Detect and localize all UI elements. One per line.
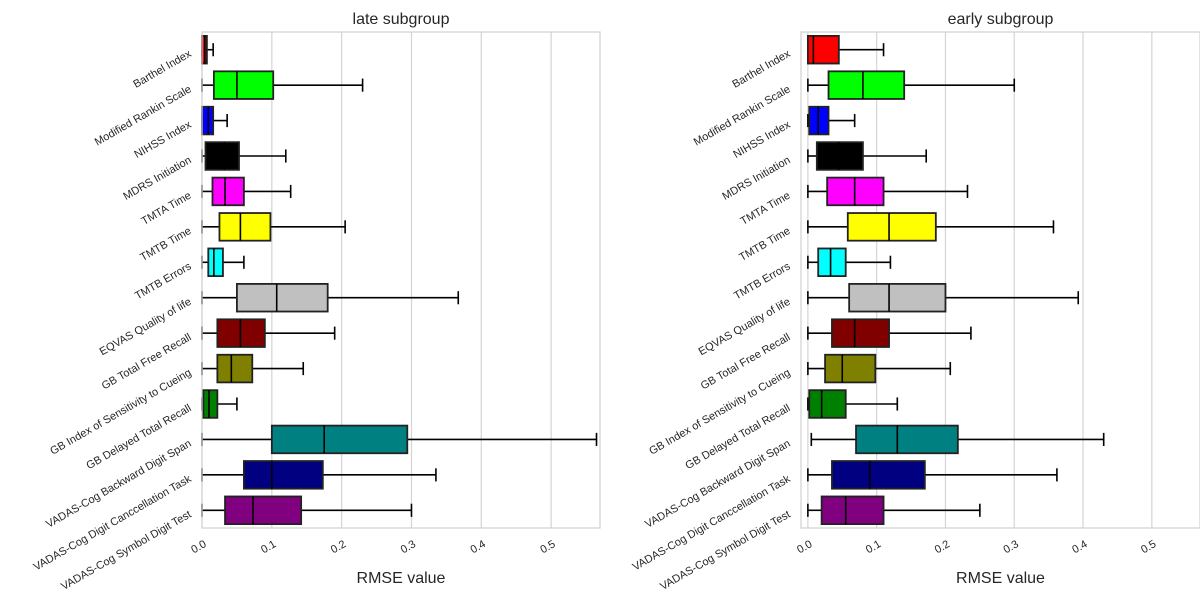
box-4 [807, 176, 969, 207]
box-rect [827, 70, 906, 100]
x-tick-label: 0.3 [399, 538, 418, 556]
x-tick-label: 0.0 [189, 538, 208, 556]
box-12 [807, 460, 1058, 490]
y-tick-label: TMTA Time [140, 190, 194, 228]
box-8 [807, 318, 972, 348]
box-rect [212, 70, 275, 100]
box-11 [810, 424, 1105, 455]
box-rect [211, 176, 245, 207]
box-rect [202, 389, 219, 419]
y-tick-label: TMTB Errors [133, 260, 194, 302]
y-tick-label: TMTA Time [739, 190, 793, 228]
box-3 [807, 141, 928, 171]
x-axis-label: RMSE value [956, 570, 1045, 587]
box-8 [201, 318, 336, 348]
box-rect [242, 460, 324, 490]
box-10 [201, 389, 238, 419]
box-rect [808, 389, 847, 419]
box-9 [201, 353, 305, 384]
box-10 [807, 389, 899, 419]
x-tick-label: 0.2 [329, 538, 348, 556]
box-5 [201, 212, 346, 242]
box-2 [807, 105, 856, 136]
y-tick-label: NIHSS Index [132, 119, 193, 161]
x-tick-label: 0.4 [1070, 538, 1089, 556]
x-tick-label: 0.1 [259, 538, 278, 556]
box-rect [224, 495, 303, 526]
chart-title: late subgroup [353, 11, 450, 28]
box-7 [807, 282, 1080, 313]
y-tick-label: TMTB Errors [732, 260, 793, 302]
box-0 [806, 34, 885, 65]
x-tick-label: 0.0 [795, 538, 814, 556]
box-13 [807, 495, 981, 526]
box-2 [201, 105, 228, 136]
box-3 [201, 141, 287, 171]
box-rect [236, 282, 329, 313]
y-tick-label: GB Delayed Total Recall [683, 402, 792, 472]
box-rect [207, 247, 224, 278]
x-tick-label: 0.5 [538, 538, 557, 556]
box-rect [855, 424, 959, 455]
box-rect [824, 353, 877, 384]
box-rect [846, 212, 937, 242]
axes-frame [800, 31, 1200, 529]
x-axis-label: RMSE value [357, 570, 446, 587]
y-tick-label: Modified Rankin Scale [692, 83, 793, 148]
box-rect [270, 424, 409, 455]
box-9 [807, 353, 952, 384]
y-tick-label: TMTB Time [138, 225, 193, 264]
box-rect [815, 141, 864, 171]
box-12 [201, 460, 437, 490]
box-5 [807, 212, 1055, 242]
x-tick-label: 0.1 [864, 538, 883, 556]
box-7 [201, 282, 460, 313]
box-rect [831, 318, 890, 348]
box-rect [204, 141, 240, 171]
y-tick-label: Modified Rankin Scale [93, 83, 194, 148]
box-rect [216, 353, 254, 384]
box-rect [806, 34, 840, 65]
box-rect [817, 247, 847, 278]
axes-frame [201, 31, 601, 529]
chart-title: early subgroup [948, 11, 1054, 28]
x-tick-label: 0.4 [469, 538, 488, 556]
box-rect [218, 212, 272, 242]
box-4 [201, 176, 292, 207]
box-6 [807, 247, 892, 278]
x-tick-label: 0.2 [933, 538, 952, 556]
box-1 [201, 70, 364, 100]
box-0 [201, 34, 214, 65]
box-rect [820, 495, 885, 526]
y-tick-label: TMTB Time [737, 225, 792, 264]
x-tick-label: 0.3 [1002, 538, 1021, 556]
box-rect [831, 460, 926, 490]
box-13 [201, 495, 413, 526]
box-6 [201, 247, 245, 278]
x-tick-label: 0.5 [1139, 538, 1158, 556]
y-tick-label: GB Delayed Total Recall [84, 402, 193, 472]
box-1 [807, 70, 1016, 100]
box-11 [201, 424, 598, 455]
box-rect [848, 282, 947, 313]
y-tick-label: NIHSS Index [731, 119, 792, 161]
